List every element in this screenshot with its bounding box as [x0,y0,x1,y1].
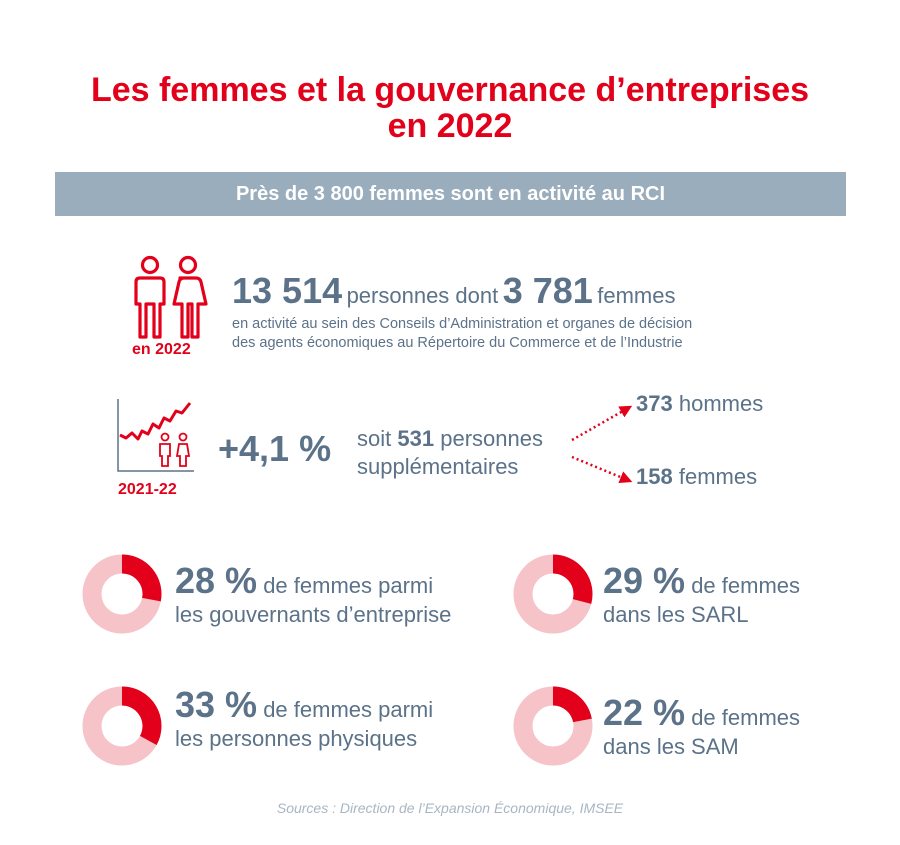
donut-chart-2 [513,554,593,634]
stat-1-text2: les gouvernants d’entreprise [175,602,452,627]
added-persons: soit 531 personnes supplémentaires [357,425,543,481]
stat-3-pct: 33 % [175,684,258,725]
stat-3-text2: les personnes physiques [175,726,418,751]
donut-2-slice-femmes [552,554,593,604]
donut-3-slice-femmes [121,686,162,746]
banner: Près de 3 800 femmes sont en activité au… [55,172,846,216]
stat-3-text1: de femmes parmi [263,697,434,722]
page-title: Les femmes et la gouvernance d’entrepris… [0,72,900,144]
women-label: femmes [678,464,758,489]
persons-text: personnes dont [346,283,499,308]
description: en activité au sein des Conseils d’Admin… [232,315,692,353]
growth-chart-icon [117,399,194,472]
men-label: hommes [678,391,764,416]
title-line-1: Les femmes et la gouvernance d’entrepris… [90,71,810,109]
stat-2-pct: 29 % [603,560,686,601]
growth-value: +4,1 % [218,428,332,469]
arrow-down-icon [571,455,633,483]
donut-4-slice-femmes [552,686,592,723]
split-arrows [571,405,633,483]
stat-3: 33 % de femmes parmi les personnes physi… [175,684,433,752]
year-label-2022: en 2022 [132,341,191,358]
year-label-2021-22: 2021-22 [118,481,177,498]
stat-4-text1: de femmes [691,705,801,730]
stat-2-text1: de femmes [691,573,801,598]
description-line-1: en activité au sein des Conseils d’Admin… [232,316,693,332]
women-total-value: 3 781 [502,270,593,311]
stat-4-pct: 22 % [603,692,686,733]
stat-1-text1: de femmes parmi [263,573,434,598]
total-line: 13 514 personnes dont 3 781 femmes [232,270,675,312]
persons-word: personnes [440,426,543,451]
supplementary-text: supplémentaires [357,454,519,479]
source-note: Sources : Direction de l’Expansion Écono… [276,800,624,816]
stat-4-text2: dans les SAM [603,734,739,759]
stat-2-text2: dans les SARL [603,602,749,627]
stat-4: 22 % de femmes dans les SAM [603,692,800,760]
people-icon [134,255,208,339]
stat-1-pct: 28 % [175,560,258,601]
women-text: femmes [597,283,676,308]
total-persons-value: 13 514 [232,270,343,311]
women-value: 158 [636,464,673,489]
men-value: 373 [636,391,673,416]
arrow-up-icon [571,405,633,442]
donut-chart-1 [82,554,162,634]
donut-chart-4 [513,686,593,766]
men-split: 373 hommes [636,391,763,417]
donut-chart-3 [82,686,162,766]
stat-2: 29 % de femmes dans les SARL [603,560,800,628]
stat-1: 28 % de femmes parmi les gouvernants d’e… [175,560,451,628]
title-line-2: en 2022 [387,107,513,145]
women-split: 158 femmes [636,464,757,490]
added-persons-value: 531 [397,426,435,451]
donut-1-slice-femmes [121,554,162,602]
soit-text: soit [357,426,392,451]
description-line-2: des agents économiques au Répertoire du … [232,335,683,351]
